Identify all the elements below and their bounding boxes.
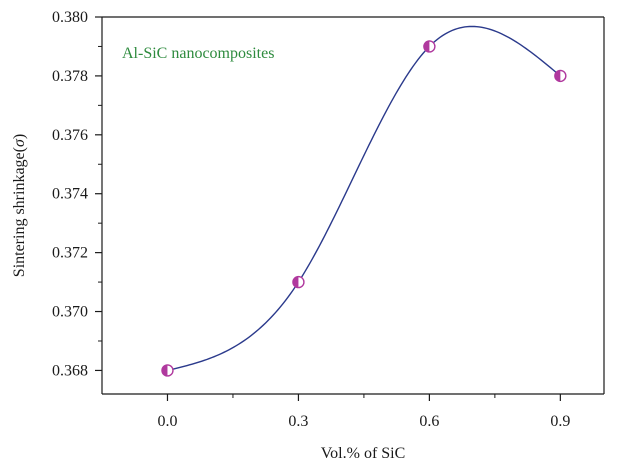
y-axis-title: Sintering shrinkage(σ) xyxy=(11,134,28,277)
y-tick-label: 0.372 xyxy=(52,245,88,262)
fit-curve-layer xyxy=(167,25,561,372)
x-axis-title: Vol.% of SiC xyxy=(321,445,406,462)
y-tick-label: 0.378 xyxy=(52,68,88,85)
x-tick-label: 0.6 xyxy=(419,413,439,430)
data-point xyxy=(423,40,436,53)
axes xyxy=(101,16,605,395)
x-tick-label: 0.9 xyxy=(550,413,570,430)
y-tick-label: 0.368 xyxy=(52,362,88,379)
y-axis-title-symbol: σ xyxy=(11,138,28,147)
y-tick-label: 0.370 xyxy=(52,304,88,321)
ticks: 0.0 0.3 0.6 0.9 0.368 0.370 0.372 0.374 0.376 0.3… xyxy=(52,9,570,430)
y-axis-title-main: Sintering shrinkage( xyxy=(11,147,28,277)
data-point xyxy=(554,69,567,83)
data-point xyxy=(161,364,174,377)
y-tick-label: 0.376 xyxy=(52,127,88,144)
data-point xyxy=(292,275,305,289)
x-tick-label: 0.0 xyxy=(157,413,177,430)
x-tick-label: 0.3 xyxy=(288,413,308,430)
fit-curve xyxy=(167,25,561,372)
y-tick-label: 0.380 xyxy=(52,9,88,26)
data-points xyxy=(161,40,567,377)
y-tick-label: 0.374 xyxy=(52,186,88,203)
y-axis-title-end: ) xyxy=(11,134,28,139)
annotation-label: Al-SiC nanocomposites xyxy=(122,45,274,62)
